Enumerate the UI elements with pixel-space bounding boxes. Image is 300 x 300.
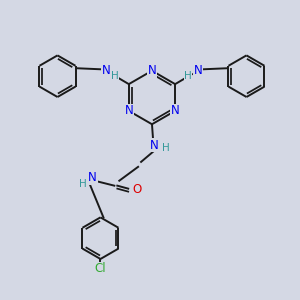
Text: H: H [111,71,119,81]
Text: N: N [148,64,156,77]
Text: H: H [162,143,170,153]
Text: N: N [150,139,158,152]
Text: N: N [88,171,97,184]
Text: N: N [124,104,133,117]
Text: N: N [171,104,179,117]
Text: O: O [133,183,142,196]
Text: H: H [79,179,86,189]
Text: H: H [184,71,192,81]
Text: Cl: Cl [95,262,106,275]
Text: N: N [194,64,202,77]
Text: N: N [102,64,110,77]
